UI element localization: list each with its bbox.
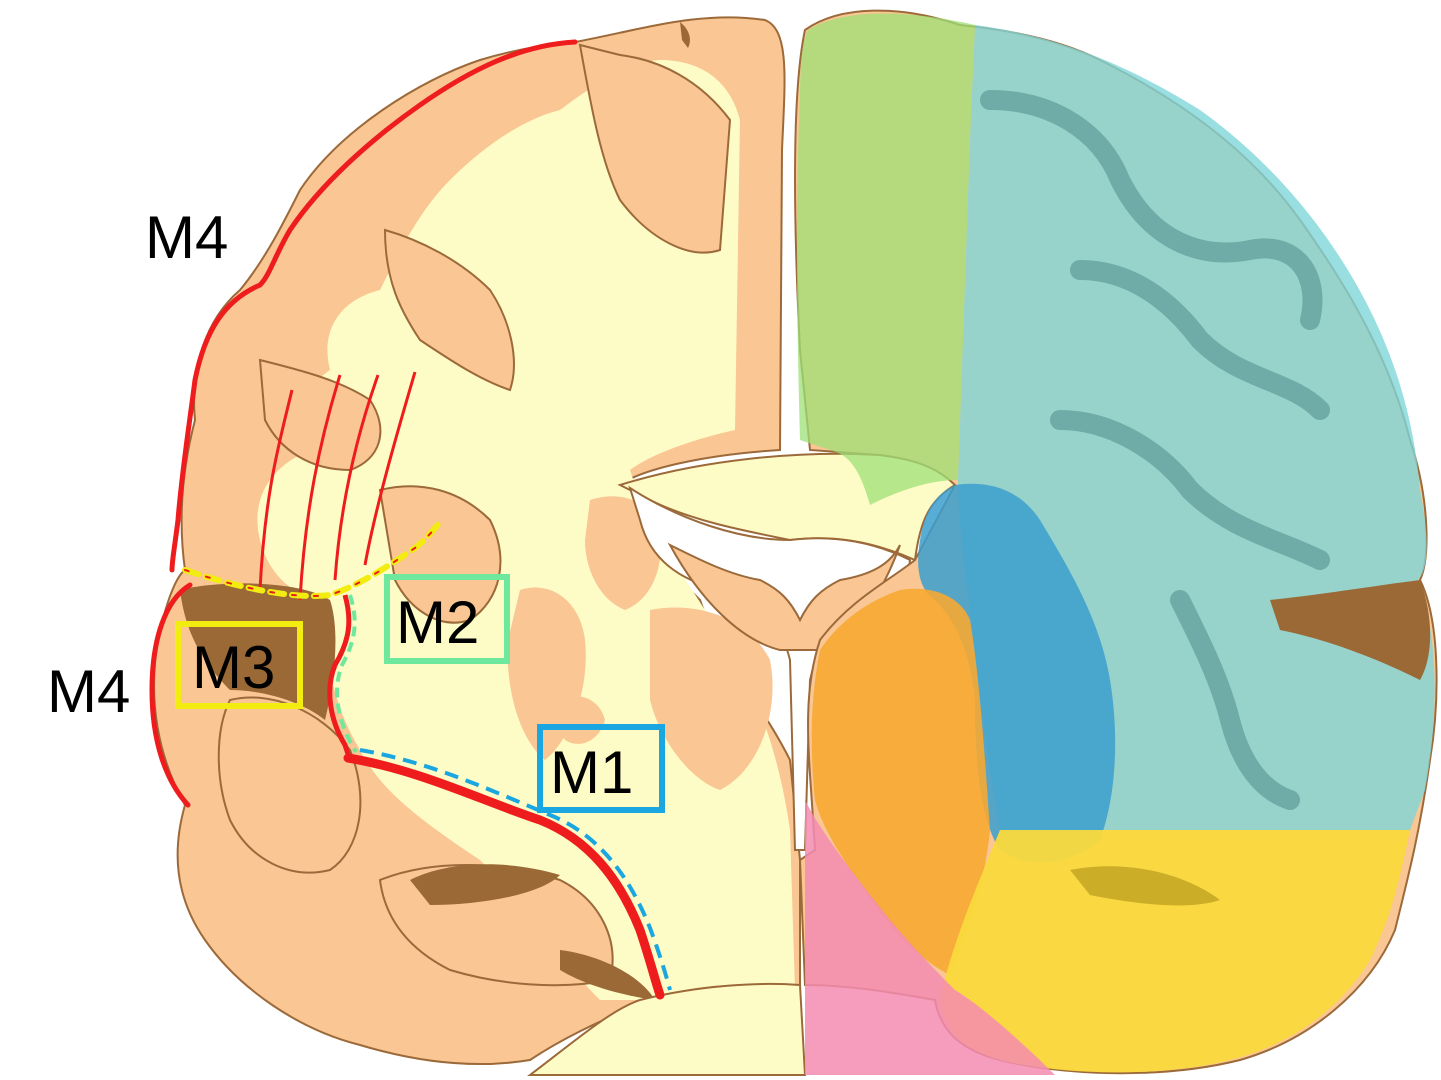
m2-red-line — [327, 594, 353, 761]
territory-pca — [940, 830, 1410, 1073]
m3-segment — [182, 519, 443, 599]
territory-pink — [805, 800, 1055, 1075]
m4-branch-3 — [333, 374, 380, 581]
territory-aca — [796, 13, 975, 506]
left-sylvian-fissure — [180, 583, 336, 720]
right-hemisphere — [794, 9, 1438, 1075]
label-m3: M3 — [192, 634, 275, 701]
m4-lower-line — [149, 582, 193, 808]
segment-labels: M4 M4 M3 M2 M1 — [47, 204, 665, 813]
m4-upper-line — [169, 39, 578, 573]
right-gyri-outline — [980, 90, 1330, 810]
left-thalamus — [650, 607, 773, 790]
left-small-nucleus — [555, 696, 605, 744]
label-m2: M2 — [396, 589, 479, 656]
label-m4-upper: M4 — [145, 204, 228, 271]
territory-lenticulostriate — [811, 588, 990, 975]
m4-branch-4 — [363, 371, 417, 566]
left-gyrus-lateral — [258, 358, 382, 472]
left-gyrus-upper — [578, 43, 732, 254]
pca-sulcus — [1070, 866, 1220, 906]
mca-segments — [149, 39, 672, 1000]
left-gyrus-temporal — [217, 696, 362, 874]
label-m2-box — [384, 574, 510, 664]
m1-red-line — [343, 753, 665, 1000]
label-m1-box — [537, 724, 665, 813]
left-top-sulcus — [680, 22, 690, 48]
right-sylvian-fissure — [1270, 580, 1431, 680]
m1-segment — [359, 748, 672, 991]
left-lower-sulcus — [560, 950, 655, 1000]
brainstem-base — [527, 982, 807, 1076]
m4-branch-2 — [298, 374, 342, 601]
left-temporal-sulcus — [410, 864, 560, 905]
label-m4-lower: M4 — [47, 658, 130, 725]
m4-branch-1 — [258, 389, 294, 591]
label-m3-box — [175, 621, 303, 709]
m2-segment — [335, 594, 358, 753]
territory-deep — [918, 483, 1116, 863]
label-m1: M1 — [550, 739, 633, 806]
left-gyrus-mid — [383, 228, 515, 392]
